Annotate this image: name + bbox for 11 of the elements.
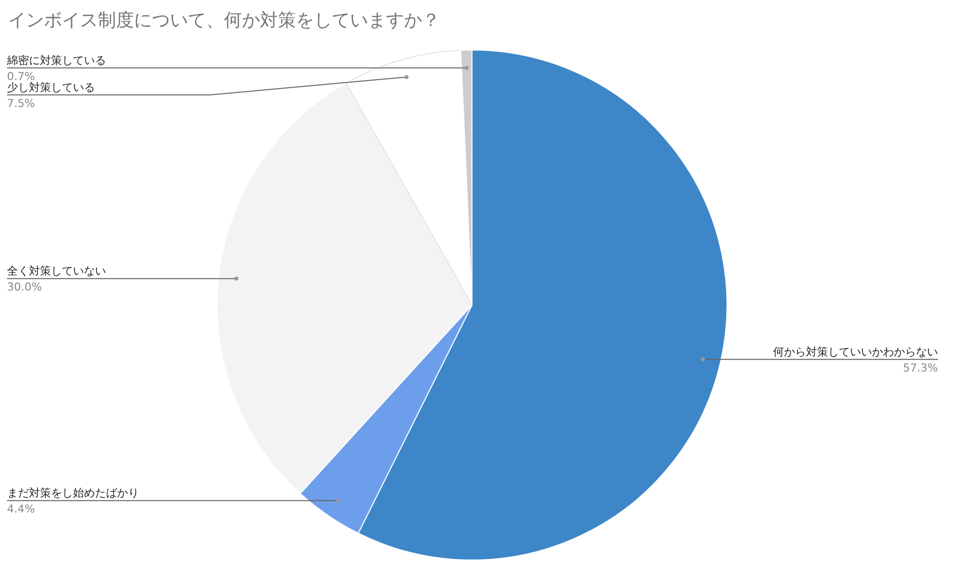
data-label: 57.3% [903,361,938,374]
data-label: 4.4% [7,502,35,516]
chart-title: インボイス制度について、何か対策をしていますか？ [8,10,440,31]
slice-label: 何から対策していいかわからない [773,345,938,358]
data-label: 30.0% [7,280,42,294]
data-label: 0.7% [7,70,35,83]
slice-label: 少し対策している [7,80,95,94]
slice-label: まだ対策をし始めたばかり [7,486,139,500]
slice-label: 綿密に対策している [6,54,106,67]
data-label: 7.5% [7,96,35,110]
slice-label: 全く対策していない [7,264,106,278]
